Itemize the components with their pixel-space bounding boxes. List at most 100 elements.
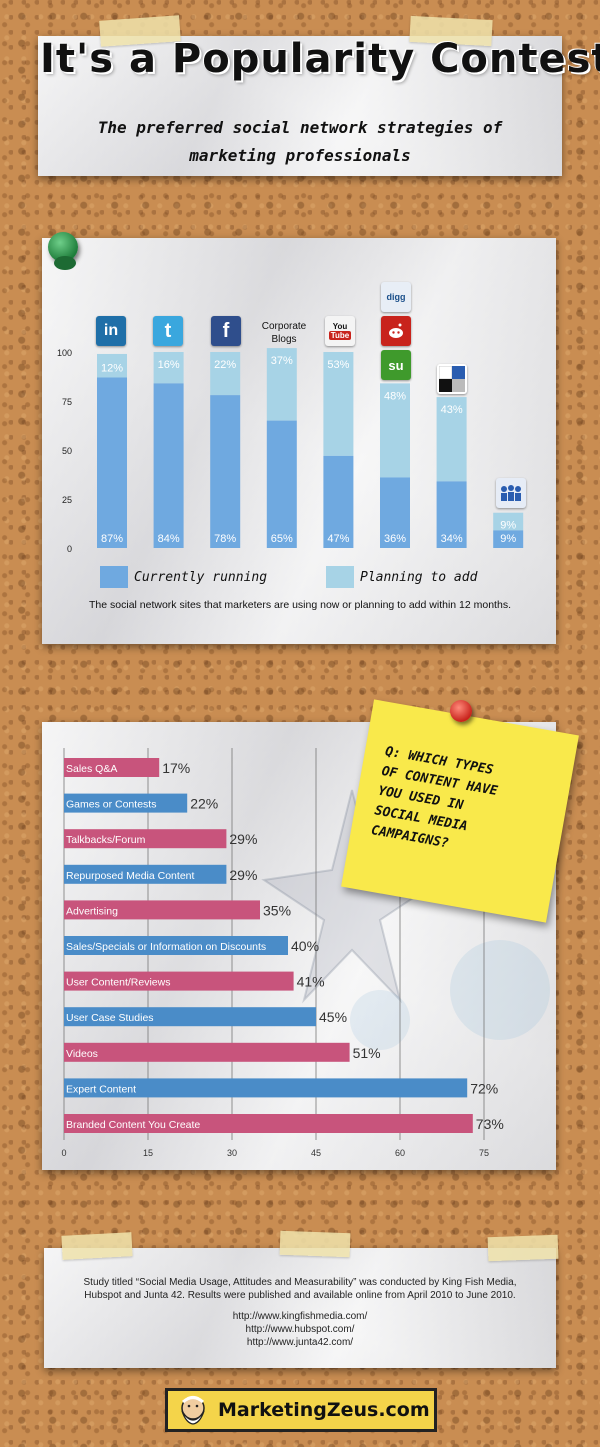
legend-swatch-planning-to-add	[326, 566, 354, 588]
logo-text: MarketingZeus.com	[218, 1399, 430, 1421]
bar-currently-running	[97, 377, 127, 548]
hbar-category-label: Talkbacks/Forum	[66, 834, 146, 846]
hbar-category-label: User Content/Reviews	[66, 977, 170, 989]
bar-planning-to-add	[493, 512, 524, 531]
green-pushpin-base	[54, 256, 76, 270]
hbar	[64, 829, 227, 849]
data-label-planning-to-add: 12%	[101, 362, 123, 374]
x-tick-label: 30	[227, 1148, 237, 1158]
hbar-value-label: 35%	[263, 902, 291, 918]
hbar-category-label: Videos	[66, 1048, 98, 1060]
myspace-icon	[496, 478, 526, 508]
hbar-category-label: Games or Contests	[66, 799, 156, 811]
bar-currently-running	[153, 383, 184, 548]
red-pushpin-icon	[450, 700, 472, 722]
bar-planning-to-add	[380, 383, 410, 478]
hbar-value-label: 29%	[229, 831, 257, 847]
youtube-icon-top: You	[332, 322, 348, 331]
page-title: It's a Popularity Contest	[40, 36, 600, 82]
hbar	[64, 1007, 316, 1027]
tape	[61, 1232, 133, 1260]
bar-currently-running	[380, 477, 410, 548]
hbar-category-label: Sales/Specials or Information on Discoun…	[66, 941, 266, 953]
bar-currently-running	[210, 395, 241, 548]
legend-label-planning-to-add: Planning to add	[360, 570, 478, 585]
data-label-currently-running: 84%	[158, 533, 180, 545]
stumbleupon-icon: su	[381, 350, 411, 380]
data-label-currently-running: 34%	[441, 533, 463, 545]
y-tick-label: 75	[62, 397, 72, 407]
data-label-planning-to-add: 9%	[500, 519, 516, 531]
hbar	[64, 864, 227, 884]
tape	[279, 1230, 351, 1258]
hbar-value-label: 29%	[229, 867, 257, 883]
hbar-value-label: 51%	[353, 1045, 381, 1061]
x-tick-label: 75	[479, 1148, 489, 1158]
chart-caption: The social network sites that marketers …	[89, 599, 511, 611]
page-subtitle: The preferred social network strategies …	[60, 114, 540, 170]
hbar-value-label: 17%	[162, 760, 190, 776]
bar-planning-to-add	[210, 352, 241, 396]
delicious-squares-icon	[439, 366, 465, 392]
bar-planning-to-add	[97, 353, 127, 378]
data-label-currently-running: 65%	[271, 533, 293, 545]
data-label-planning-to-add: 43%	[441, 404, 463, 416]
hbar-category-label: User Case Studies	[66, 1012, 154, 1024]
hbar	[64, 758, 160, 777]
bar-planning-to-add	[153, 352, 184, 384]
hbar-value-label: 41%	[297, 974, 325, 990]
url-junta42[interactable]: http://www.junta42.com/	[246, 1337, 354, 1348]
hbar	[64, 900, 260, 920]
facebook-icon: f	[211, 316, 241, 346]
twitter-icon: t	[153, 316, 183, 346]
hbar	[64, 1078, 468, 1098]
y-tick-label: 100	[57, 348, 72, 358]
data-label-currently-running: 36%	[384, 533, 406, 545]
x-tick-label: 15	[143, 1148, 153, 1158]
sticky-note-question: Q: which types of content have you used …	[369, 742, 554, 870]
digg-icon: digg	[381, 282, 411, 312]
hbar	[64, 971, 294, 991]
data-label-currently-running: 87%	[101, 533, 123, 545]
hbar-value-label: 45%	[319, 1009, 347, 1025]
data-label-currently-running: 9%	[500, 533, 516, 545]
data-label-planning-to-add: 16%	[158, 359, 180, 371]
url-kingfishmedia[interactable]: http://www.kingfishmedia.com/	[232, 1311, 368, 1322]
sticky-note: Q: which types of content have you used …	[341, 699, 579, 923]
linkedin-icon: in	[96, 316, 126, 346]
myspace-people-icon	[501, 485, 521, 501]
bar-currently-running	[266, 420, 297, 548]
hbar-value-label: 22%	[190, 796, 218, 812]
data-label-currently-running: 47%	[327, 533, 349, 545]
hbar-category-label: Advertising	[66, 905, 118, 917]
youtube-icon: You Tube	[325, 316, 355, 346]
url-hubspot[interactable]: http://www.hubspot.com/	[245, 1324, 355, 1335]
hbar	[64, 1114, 473, 1133]
data-label-planning-to-add: 53%	[327, 359, 349, 371]
hbar	[64, 1042, 350, 1062]
data-label-planning-to-add: 22%	[214, 359, 236, 371]
footer-paper	[44, 1248, 556, 1368]
tape	[487, 1234, 559, 1262]
x-tick-label: 60	[395, 1148, 405, 1158]
marketingzeus-logo[interactable]: MarketingZeus.com	[165, 1388, 437, 1432]
bar-currently-running	[323, 455, 354, 548]
data-label-currently-running: 78%	[214, 533, 236, 545]
legend-swatch-currently-running	[100, 566, 128, 588]
zeus-face-icon	[181, 1396, 205, 1425]
bar-planning-to-add	[436, 397, 467, 482]
hbar-category-label: Sales Q&A	[66, 763, 117, 775]
x-tick-label: 0	[61, 1148, 66, 1158]
bar-planning-to-add	[323, 352, 354, 456]
header-paper	[38, 36, 562, 176]
hbar-value-label: 72%	[470, 1080, 498, 1096]
study-description: Study titled “Social Media Usage, Attitu…	[83, 1277, 517, 1301]
hbar-category-label: Expert Content	[66, 1083, 136, 1095]
x-tick-label: 45	[311, 1148, 321, 1158]
reddit-icon	[381, 316, 411, 346]
vertical-bar-chart: 100 75 50 25 0 87% 12% 84% 16% 78% 22% 65% 37% 47% 53%…	[57, 348, 524, 554]
y-tick-label: 25	[62, 495, 72, 505]
data-label-planning-to-add: 37%	[271, 355, 293, 367]
corporate-blogs-label: Corporate Blogs	[261, 321, 307, 345]
y-tick-label: 50	[62, 446, 72, 456]
